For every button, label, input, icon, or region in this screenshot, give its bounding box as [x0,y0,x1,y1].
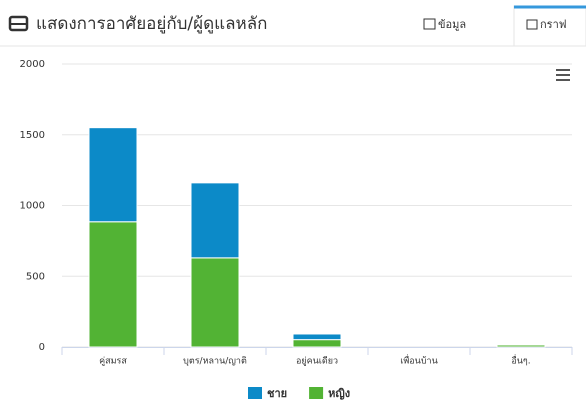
x-tick-label: อยู่คนเดียว [296,356,338,367]
menu-line [556,74,570,76]
tab[interactable]: กราฟ [540,18,567,31]
bar-segment [190,182,240,259]
table-icon [423,18,436,30]
chart-icon [526,19,538,30]
bar-segment [88,127,138,223]
x-tick-label: อื่นๆ. [511,354,530,367]
x-tick-label: บุตร/หลาน/ญาติ [183,356,247,367]
panel-title: แสดงการอาศัยอยู่กับ/ผู้ดูแลหลัก [36,14,267,34]
y-tick-label: 1000 [20,201,45,212]
x-tick-label: เพื่อนบ้าน [400,354,438,367]
legend-swatch [248,387,262,399]
legend-swatch [309,387,324,399]
menu-line [556,69,570,71]
y-tick-label: 500 [26,271,45,282]
y-tick-label: 1500 [20,130,45,141]
tab[interactable]: ข้อมูล [438,18,466,31]
menu-line [556,79,570,81]
bar-segment [292,339,342,348]
menu-icon[interactable] [556,69,570,81]
header-bar [0,0,586,46]
legend-label: หญิง [328,387,350,400]
y-tick-label: 0 [39,342,45,353]
bar-segment [190,257,240,348]
legend-label: ชาย [267,387,287,400]
x-tick-label: คู่สมรส [99,357,127,367]
bar-segment [292,333,342,341]
bar-segment [88,221,138,348]
y-tick-label: 2000 [20,59,45,70]
